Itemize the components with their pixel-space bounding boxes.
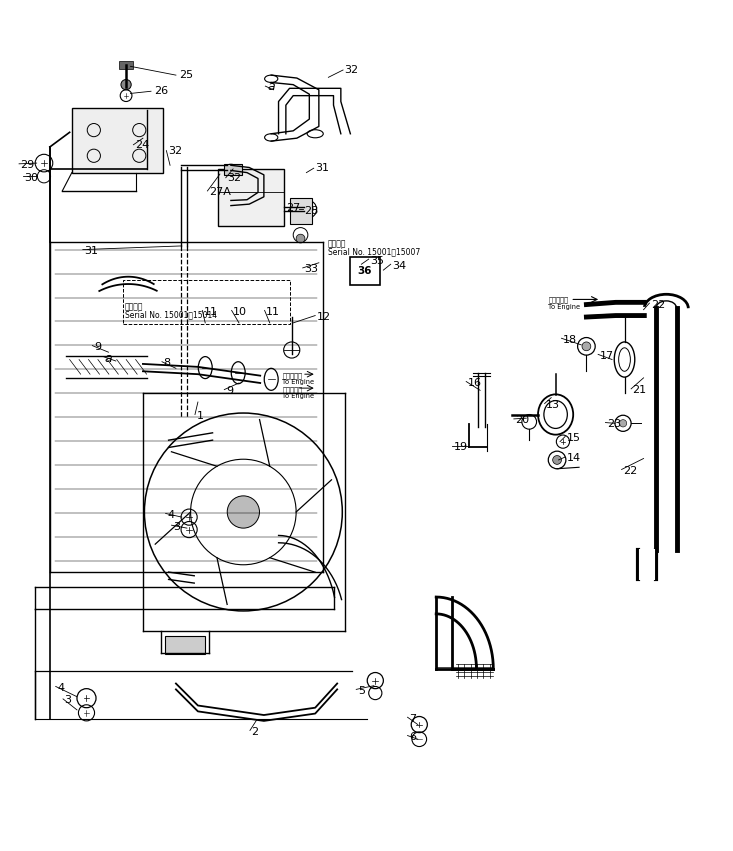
Text: 24: 24	[136, 140, 150, 150]
Text: 14: 14	[567, 454, 581, 464]
Text: 16: 16	[468, 378, 482, 388]
Text: 28: 28	[304, 206, 318, 216]
Text: 33: 33	[304, 265, 318, 274]
Circle shape	[582, 342, 591, 351]
Text: エンジンへ: エンジンへ	[282, 373, 302, 379]
Text: 3: 3	[65, 695, 72, 705]
Text: 25: 25	[180, 70, 194, 80]
Text: To Engine: To Engine	[548, 305, 581, 311]
Circle shape	[227, 496, 259, 528]
Text: 34: 34	[392, 260, 406, 271]
Bar	[350, 257, 380, 285]
Text: 7: 7	[409, 714, 416, 723]
Text: To Engine: To Engine	[282, 393, 314, 399]
Text: エンジンへ: エンジンへ	[282, 386, 302, 393]
Bar	[119, 61, 133, 69]
Text: 26: 26	[154, 86, 168, 96]
Text: 8: 8	[163, 358, 171, 368]
Text: 適用号機: 適用号機	[328, 239, 346, 248]
Text: 29: 29	[21, 160, 34, 170]
Text: 4: 4	[167, 510, 174, 520]
Text: 3: 3	[173, 522, 180, 532]
Text: 4: 4	[57, 683, 65, 693]
Text: 17: 17	[600, 351, 614, 361]
Text: 31: 31	[84, 246, 98, 256]
Bar	[165, 636, 205, 654]
Text: エンジンへ: エンジンへ	[548, 296, 568, 303]
Text: 21: 21	[633, 386, 647, 396]
Text: 32: 32	[345, 65, 358, 75]
Text: 27: 27	[286, 203, 300, 213]
Circle shape	[296, 234, 305, 243]
Circle shape	[619, 420, 627, 427]
Circle shape	[553, 455, 561, 465]
Text: 9: 9	[226, 386, 233, 396]
Bar	[123, 280, 290, 324]
Text: 15: 15	[567, 433, 581, 443]
Text: 27A: 27A	[209, 187, 231, 197]
Bar	[72, 108, 163, 173]
Text: 22: 22	[623, 466, 637, 476]
Text: 12: 12	[317, 312, 331, 322]
Text: 2: 2	[251, 727, 259, 737]
Circle shape	[121, 79, 131, 90]
Bar	[224, 164, 242, 174]
Text: 22: 22	[651, 300, 665, 310]
Text: 20: 20	[515, 415, 529, 426]
Text: Serial No. 15001～15007: Serial No. 15001～15007	[328, 248, 420, 256]
Text: 23: 23	[607, 419, 621, 429]
Text: 36: 36	[358, 266, 372, 276]
Text: 9: 9	[94, 342, 101, 352]
Text: 13: 13	[546, 400, 560, 410]
Text: a: a	[105, 351, 112, 364]
Text: 35: 35	[370, 255, 384, 266]
Text: 11: 11	[266, 307, 280, 317]
Text: 適用号機: 適用号機	[125, 302, 143, 311]
Text: 30: 30	[24, 173, 38, 183]
Bar	[218, 169, 284, 226]
Text: 32: 32	[169, 146, 183, 156]
Text: 11: 11	[204, 307, 218, 317]
Text: 10: 10	[233, 307, 247, 317]
Text: 1: 1	[196, 411, 204, 421]
Text: 6: 6	[409, 732, 416, 742]
Text: 31: 31	[315, 163, 329, 174]
Bar	[290, 198, 312, 224]
Text: 32: 32	[227, 173, 241, 183]
Text: 5: 5	[358, 686, 365, 696]
Text: a: a	[268, 80, 275, 93]
Text: To Engine: To Engine	[282, 380, 314, 386]
Text: Serial No. 15001～15014: Serial No. 15001～15014	[125, 311, 217, 319]
Text: 19: 19	[454, 443, 468, 453]
Text: 18: 18	[563, 334, 577, 345]
